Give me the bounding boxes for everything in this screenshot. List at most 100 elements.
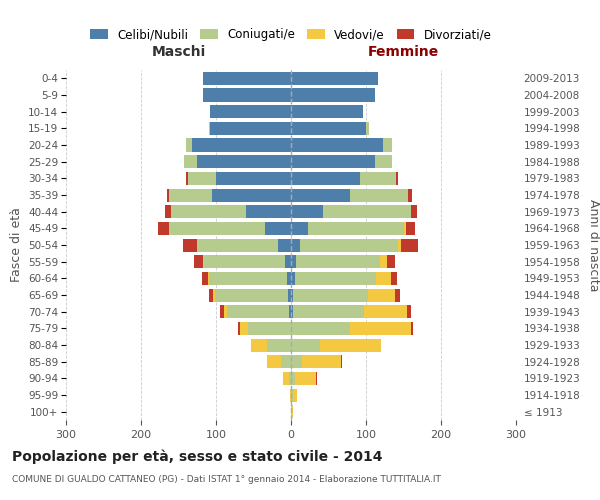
Bar — [183, 238, 197, 252]
Bar — [285, 255, 291, 268]
Bar — [291, 338, 320, 351]
Bar — [300, 238, 398, 252]
Bar — [209, 122, 210, 135]
Bar — [204, 255, 285, 268]
Bar — [197, 238, 277, 252]
Bar — [281, 355, 291, 368]
Bar — [277, 238, 291, 252]
Text: COMUNE DI GUALDO CATTANEO (PG) - Dati ISTAT 1° gennaio 2014 - Elaborazione TUTTI: COMUNE DI GUALDO CATTANEO (PG) - Dati IS… — [12, 475, 441, 484]
Bar — [202, 272, 208, 285]
Bar — [291, 105, 363, 118]
Bar — [158, 222, 169, 235]
Bar — [251, 338, 267, 351]
Bar — [291, 305, 293, 318]
Bar — [411, 322, 413, 335]
Bar — [227, 305, 289, 318]
Legend: Celibi/Nubili, Coniugati/e, Vedovi/e, Divorziati/e: Celibi/Nubili, Coniugati/e, Vedovi/e, Di… — [86, 24, 496, 46]
Bar — [289, 305, 291, 318]
Bar — [293, 305, 364, 318]
Bar — [408, 188, 412, 202]
Bar — [387, 255, 395, 268]
Bar — [289, 372, 291, 385]
Bar — [406, 222, 415, 235]
Bar — [323, 205, 411, 218]
Bar — [391, 272, 397, 285]
Bar — [291, 388, 293, 402]
Bar — [169, 222, 265, 235]
Bar — [366, 122, 369, 135]
Bar — [295, 372, 316, 385]
Bar — [383, 138, 392, 151]
Text: Popolazione per età, sesso e stato civile - 2014: Popolazione per età, sesso e stato civil… — [12, 450, 383, 464]
Bar — [165, 205, 171, 218]
Bar — [187, 172, 216, 185]
Bar — [376, 272, 391, 285]
Bar — [169, 188, 212, 202]
Bar — [291, 205, 323, 218]
Bar — [167, 188, 169, 202]
Bar — [316, 372, 317, 385]
Bar — [171, 205, 246, 218]
Bar — [291, 88, 375, 102]
Bar — [210, 105, 291, 118]
Bar — [186, 138, 192, 151]
Bar — [291, 272, 295, 285]
Bar — [224, 305, 227, 318]
Bar — [291, 155, 375, 168]
Bar — [291, 238, 300, 252]
Bar — [404, 222, 406, 235]
Bar — [192, 138, 291, 151]
Bar — [212, 188, 291, 202]
Bar — [215, 288, 288, 302]
Bar — [308, 222, 404, 235]
Bar — [295, 272, 376, 285]
Bar — [411, 205, 417, 218]
Bar — [213, 288, 215, 302]
Bar — [220, 305, 224, 318]
Bar — [349, 188, 408, 202]
Bar — [291, 172, 360, 185]
Bar — [203, 88, 291, 102]
Bar — [293, 388, 297, 402]
Bar — [291, 138, 383, 151]
Bar — [203, 72, 291, 85]
Bar — [380, 255, 387, 268]
Bar — [248, 322, 291, 335]
Bar — [208, 272, 209, 285]
Bar — [283, 372, 289, 385]
Bar — [375, 155, 392, 168]
Bar — [341, 355, 342, 368]
Bar — [291, 255, 296, 268]
Bar — [291, 405, 293, 418]
Bar — [197, 155, 291, 168]
Bar — [210, 122, 291, 135]
Bar — [291, 372, 295, 385]
Bar — [320, 338, 381, 351]
Bar — [290, 388, 291, 402]
Bar — [291, 288, 293, 302]
Bar — [395, 288, 400, 302]
Bar — [398, 238, 401, 252]
Bar — [209, 288, 213, 302]
Bar — [364, 305, 407, 318]
Bar — [288, 288, 291, 302]
Bar — [291, 122, 366, 135]
Text: Femmine: Femmine — [368, 46, 439, 60]
Bar — [407, 305, 411, 318]
Bar — [291, 188, 349, 202]
Bar — [287, 272, 291, 285]
Bar — [209, 272, 287, 285]
Y-axis label: Fasce di età: Fasce di età — [10, 208, 23, 282]
Bar — [291, 222, 308, 235]
Bar — [246, 205, 291, 218]
Bar — [349, 322, 411, 335]
Bar — [302, 355, 341, 368]
Bar — [267, 338, 291, 351]
Bar — [368, 288, 395, 302]
Bar — [401, 238, 418, 252]
Text: Maschi: Maschi — [151, 46, 206, 60]
Bar — [291, 322, 349, 335]
Bar — [360, 172, 396, 185]
Bar — [238, 322, 240, 335]
Bar — [296, 255, 380, 268]
